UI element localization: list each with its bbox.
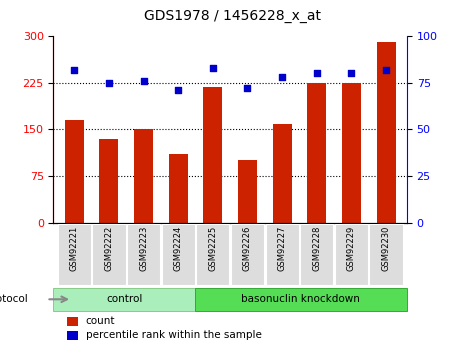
Bar: [58, 224, 91, 285]
Point: [244, 86, 251, 91]
Bar: [195, 288, 407, 311]
Point: [209, 65, 217, 71]
Bar: [67, 331, 78, 340]
Bar: [203, 87, 222, 223]
Text: GSM92229: GSM92229: [347, 226, 356, 271]
Bar: [272, 125, 292, 223]
Bar: [231, 224, 264, 285]
Bar: [307, 83, 326, 223]
Text: count: count: [86, 316, 115, 326]
Bar: [53, 288, 195, 311]
Point: [348, 71, 355, 76]
Text: protocol: protocol: [0, 294, 28, 304]
Bar: [127, 224, 160, 285]
Point: [174, 88, 182, 93]
Text: basonuclin knockdown: basonuclin knockdown: [241, 294, 360, 304]
Bar: [100, 139, 119, 223]
Bar: [196, 224, 230, 285]
Bar: [169, 154, 188, 223]
Bar: [300, 224, 333, 285]
Text: control: control: [106, 294, 142, 304]
Text: GSM92226: GSM92226: [243, 226, 252, 272]
Text: GSM92228: GSM92228: [312, 226, 321, 272]
Bar: [134, 129, 153, 223]
Bar: [335, 224, 368, 285]
Text: GDS1978 / 1456228_x_at: GDS1978 / 1456228_x_at: [144, 9, 321, 23]
Point: [279, 75, 286, 80]
Text: GSM92223: GSM92223: [139, 226, 148, 272]
Text: GSM92230: GSM92230: [382, 226, 391, 272]
Point: [313, 71, 320, 76]
Bar: [161, 224, 195, 285]
Bar: [342, 83, 361, 223]
Bar: [266, 224, 299, 285]
Point: [382, 67, 390, 72]
Point: [140, 78, 147, 84]
Bar: [92, 224, 126, 285]
Bar: [65, 120, 84, 223]
Text: percentile rank within the sample: percentile rank within the sample: [86, 330, 261, 340]
Bar: [377, 42, 396, 223]
Point: [105, 80, 113, 86]
Bar: [67, 317, 78, 326]
Text: GSM92221: GSM92221: [70, 226, 79, 271]
Text: GSM92222: GSM92222: [105, 226, 113, 271]
Text: GSM92227: GSM92227: [278, 226, 286, 272]
Text: GSM92224: GSM92224: [174, 226, 183, 271]
Point: [71, 67, 78, 72]
Bar: [370, 224, 403, 285]
Bar: [238, 160, 257, 223]
Text: GSM92225: GSM92225: [208, 226, 217, 271]
